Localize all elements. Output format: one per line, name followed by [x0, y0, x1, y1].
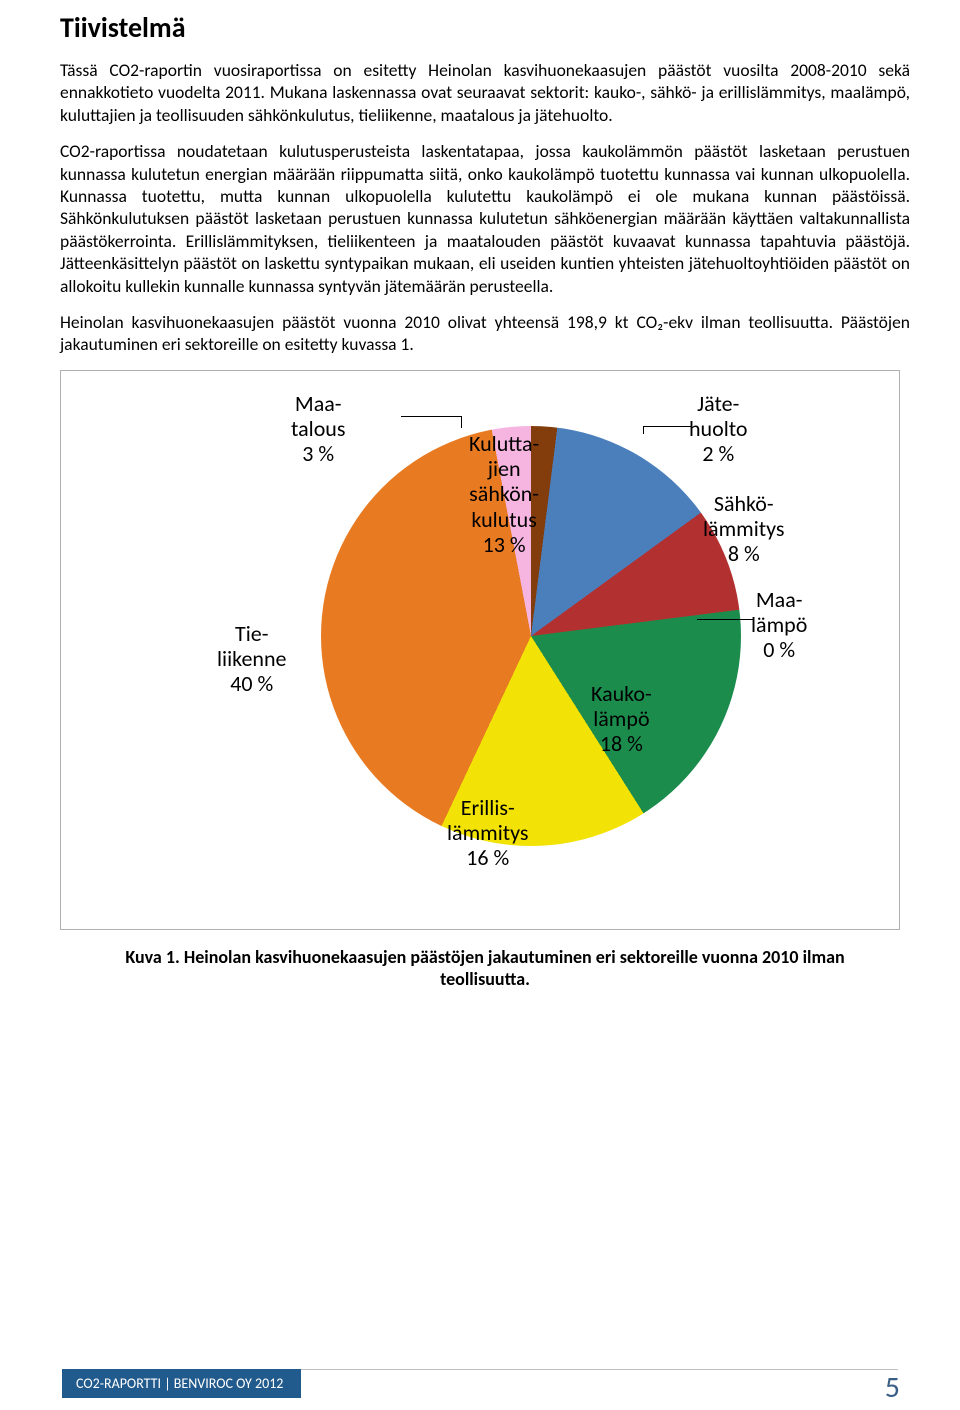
pie-slice-label: Erillis- lämmitys 16 %: [447, 795, 529, 871]
leader-line: [401, 416, 461, 417]
page-number: 5: [885, 1369, 900, 1406]
pie-slice-label: Maa- lämpö 0 %: [751, 587, 807, 663]
pie-chart-inner: Maa- talous 3 % Jäte- huolto 2 % Kulutta- …: [61, 371, 899, 929]
summary-para-1: Tässä CO2-raportin vuosiraportissa on es…: [60, 59, 910, 126]
pie-slice-label: Sähkö- lämmitys 8 %: [703, 491, 785, 567]
summary-para-3: Heinolan kasvihuonekaasujen päästöt vuon…: [60, 311, 910, 356]
page-footer: CO2-RAPORTTI | BENVIROC OY 2012 5: [0, 1366, 960, 1410]
footer-bar: CO2-RAPORTTI | BENVIROC OY 2012: [62, 1369, 301, 1398]
leader-line: [643, 426, 691, 427]
figure-caption: Kuva 1. Heinolan kasvihuonekaasujen pääs…: [120, 946, 850, 990]
pie-slice-label: Jäte- huolto 2 %: [689, 391, 748, 467]
leader-line: [461, 416, 462, 428]
leader-line: [697, 619, 753, 620]
page-title: Tiivistelmä: [60, 10, 910, 45]
leader-line: [643, 426, 644, 434]
pie-slice-label: Kauko- lämpö 18 %: [591, 681, 652, 757]
pie-slice-label: Tie- liikenne 40 %: [217, 621, 286, 697]
pie-slice-label: Maa- talous 3 %: [291, 391, 345, 467]
pie-chart-frame: Maa- talous 3 % Jäte- huolto 2 % Kulutta- …: [60, 370, 900, 930]
summary-para-2: CO2-raportissa noudatetaan kulutusperust…: [60, 140, 910, 297]
pie-slice-label: Kulutta- jien sähkön- kulutus 13 %: [469, 431, 539, 557]
